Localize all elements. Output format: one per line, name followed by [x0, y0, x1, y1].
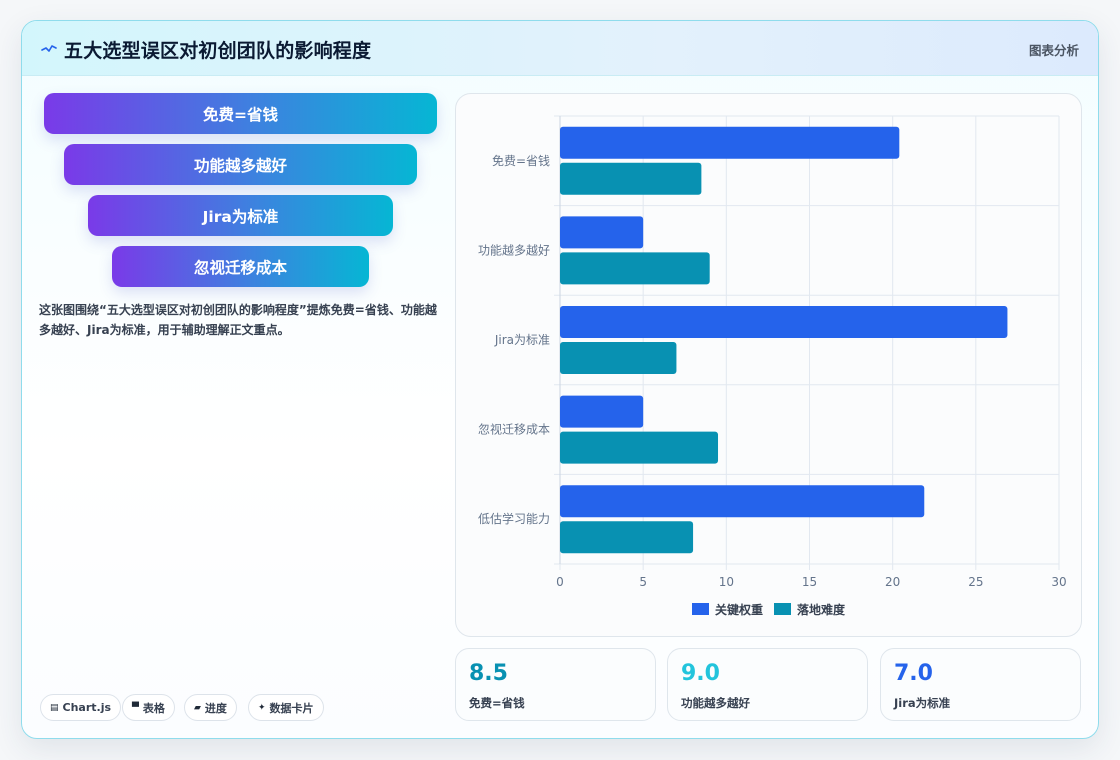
legend-label: 落地难度	[797, 602, 846, 617]
stat-label: 免费=省钱	[469, 696, 525, 710]
x-tick-label: 15	[802, 575, 817, 589]
bar-weight	[560, 485, 925, 518]
chip-label: Chart.js	[62, 701, 112, 714]
table-icon: ▀	[132, 702, 139, 713]
funnel-bar-1: 免费=省钱	[44, 93, 437, 134]
card-header: 五大选型误区对初创团队的影响程度 图表分析	[22, 21, 1098, 76]
chip-table[interactable]: ▀ 表格	[122, 694, 175, 721]
bar-difficulty	[560, 342, 677, 374]
y-tick-label: 忽视迁移成本	[478, 422, 550, 437]
bar-difficulty	[560, 252, 710, 285]
bar-difficulty	[560, 521, 694, 554]
legend-swatch	[692, 603, 709, 615]
stat-card-1: 8.5 免费=省钱	[455, 648, 656, 721]
x-tick-label: 5	[639, 575, 647, 589]
bar-difficulty	[560, 431, 719, 464]
sparkle-icon: ✦	[258, 702, 266, 713]
legend-label: 关键权重	[715, 602, 763, 617]
funnel-bar-3: Jira为标准	[88, 195, 393, 236]
y-tick-label: 免费=省钱	[492, 153, 550, 168]
bar-difficulty	[560, 162, 702, 195]
y-tick-label: 功能越多越好	[478, 243, 550, 257]
x-tick-label: 0	[556, 575, 564, 589]
bar-weight	[560, 126, 900, 159]
chip-label: 表格	[142, 701, 165, 715]
page-title: 五大选型误区对初创团队的影响程度	[64, 40, 372, 62]
chip-progress[interactable]: ▰ 进度	[184, 694, 237, 721]
bar-weight	[560, 306, 1008, 338]
chip-label: 数据卡片	[269, 701, 314, 715]
stat-value: 9.0	[681, 661, 720, 686]
funnel-bar-2: 功能越多越好	[64, 144, 417, 185]
pulse-icon	[41, 45, 57, 52]
stat-card-3: 7.0 Jira为标准	[880, 648, 1081, 721]
main-card: 五大选型误区对初创团队的影响程度 图表分析 免费=省钱 功能越多越好 Jira为…	[21, 20, 1099, 739]
chart-icon: ▤	[50, 702, 59, 713]
stat-label: 功能越多越好	[681, 696, 750, 710]
y-tick-label: Jira为标准	[494, 333, 550, 347]
chip-data-card[interactable]: ✦ 数据卡片	[248, 694, 324, 721]
legend-swatch	[774, 603, 791, 615]
stat-value: 7.0	[894, 661, 933, 686]
funnel-bar-4: 忽视迁移成本	[112, 246, 369, 287]
bar-weight	[560, 395, 644, 428]
chip-chartjs[interactable]: ▤ Chart.js	[40, 694, 122, 721]
chart-analysis-tag: 图表分析	[1028, 43, 1079, 58]
chart-description: 这张图围绕“五大选型误区对初创团队的影响程度”提炼免费=省钱、功能越多越好、Ji…	[39, 303, 437, 337]
x-tick-label: 30	[1051, 575, 1066, 589]
bar-weight	[560, 216, 644, 249]
chart-panel: 0 5 10 15 20 25 30 免费=省钱功能越多越好 Jira为标准忽视迁移成本 低估学习…	[455, 93, 1082, 637]
x-tick-label: 10	[719, 575, 734, 589]
progress-icon: ▰	[194, 702, 201, 713]
chip-label: 进度	[204, 701, 227, 715]
stat-card-2: 9.0 功能越多越好	[667, 648, 868, 721]
x-tick-label: 20	[885, 575, 900, 589]
y-tick-label: 低估学习能力	[478, 511, 550, 526]
x-tick-label: 25	[968, 575, 983, 589]
stat-label: Jira为标准	[894, 696, 951, 710]
stat-value: 8.5	[469, 661, 508, 686]
